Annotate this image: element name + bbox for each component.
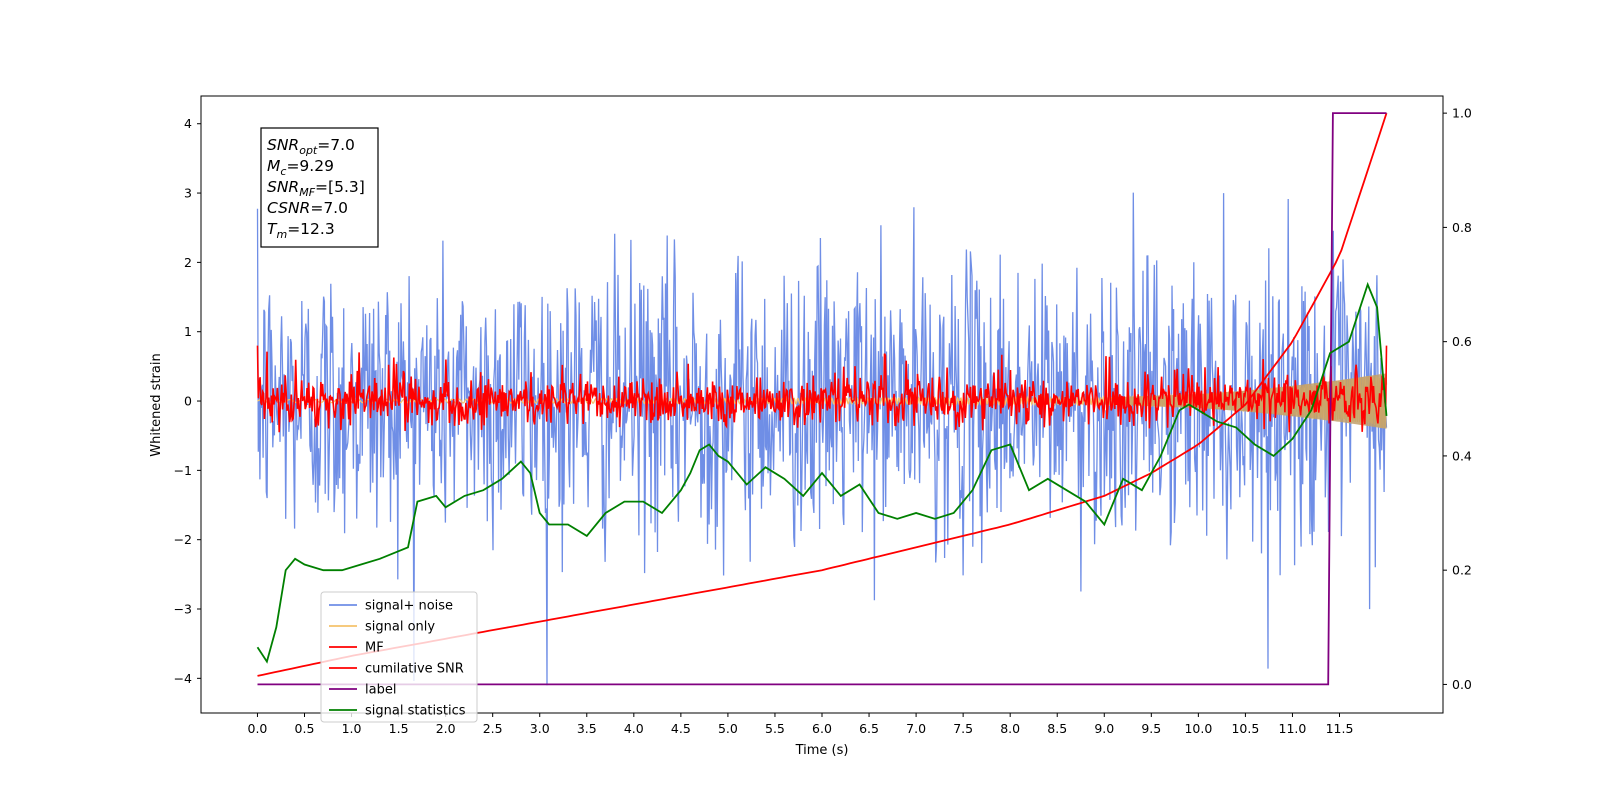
- x-tick-label: 8.0: [1000, 721, 1020, 736]
- y2-tick-label: 0.4: [1452, 448, 1472, 463]
- legend-label: signal statistics: [365, 704, 466, 719]
- y-tick-label: −1: [174, 463, 192, 478]
- series-mf-line: [256, 345, 1388, 433]
- legend-label: signal only: [365, 620, 435, 635]
- stats-symbol: M: [267, 157, 280, 175]
- x-tick-label: 6.0: [812, 721, 832, 736]
- x-tick-label: 11.0: [1279, 721, 1307, 736]
- x-tick-label: 4.5: [671, 721, 691, 736]
- x-tick-label: 10.0: [1184, 721, 1212, 736]
- stats-annotation-line: SNRopt=7.0: [267, 136, 355, 157]
- series-layer: [256, 112, 1388, 686]
- stats-annotation-line: CSNR=7.0: [267, 199, 348, 217]
- stats-annotation-line: Tm=12.3: [267, 220, 335, 241]
- stats-subscript: opt: [299, 144, 318, 157]
- stats-annotation-frame: [260, 127, 379, 248]
- stats-subscript: MF: [299, 186, 315, 199]
- x-tick-label: 4.0: [624, 721, 644, 736]
- stats-symbol: SNR: [267, 178, 299, 196]
- signal-envelope-band: [1104, 373, 1387, 429]
- x-tick-label: 3.0: [530, 721, 550, 736]
- x-axis-label: Time (s): [795, 743, 849, 758]
- x-tick-label: 2.0: [436, 721, 456, 736]
- y-tick-label: −3: [174, 602, 192, 617]
- y2-tick-label: 0.2: [1452, 563, 1472, 578]
- y-tick-label: 3: [184, 186, 192, 201]
- stats-value: =7.0: [317, 136, 355, 154]
- x-tick-label: 1.0: [342, 721, 362, 736]
- x-axis: 0.0 0.5 1.0 1.5 2.0 2.5 3.0 3.5 4.0 4.5 5.0 5.5 6.0 6…: [248, 713, 1354, 736]
- legend: signal+ noise signal only MF cumilative SNR…: [320, 591, 478, 723]
- stats-annotation-line: SNRMF=[5.3]: [267, 178, 365, 199]
- y2-tick-label: 0.0: [1452, 677, 1472, 692]
- stats-value: =9.29: [286, 157, 334, 175]
- x-tick-label: 1.5: [389, 721, 409, 736]
- y-axis-right: 1.0 0.8 0.6 0.4 0.2 0.0: [1443, 106, 1472, 692]
- x-tick-label: 9.5: [1141, 721, 1161, 736]
- series-label-line: [257, 112, 1387, 686]
- x-tick-label: 5.0: [718, 721, 738, 736]
- y-tick-label: 1: [184, 324, 192, 339]
- stats-value: =12.3: [287, 220, 335, 238]
- x-tick-label: 7.5: [953, 721, 973, 736]
- legend-label: label: [365, 683, 396, 698]
- stats-symbol: CSNR: [267, 199, 310, 217]
- y-tick-label: 4: [184, 116, 192, 131]
- x-tick-label: 2.5: [483, 721, 503, 736]
- legend-frame: [320, 591, 478, 723]
- x-tick-label: 3.5: [577, 721, 597, 736]
- x-tick-label: 5.5: [765, 721, 785, 736]
- x-tick-label: 0.5: [295, 721, 315, 736]
- y2-tick-label: 1.0: [1452, 106, 1472, 121]
- x-tick-label: 9.0: [1094, 721, 1114, 736]
- stats-annotation-line: Mc=9.29: [267, 157, 334, 178]
- y-tick-label: −2: [174, 532, 192, 547]
- stats-symbol: T: [267, 220, 278, 238]
- y-axis-left: 4 3 2 1 0 −1 −2 −3 −4: [174, 116, 201, 686]
- series-signal-noise-line: [256, 192, 1388, 686]
- x-tick-label: 0.0: [248, 721, 268, 736]
- legend-label: signal+ noise: [365, 599, 453, 614]
- stats-subscript: m: [276, 228, 287, 241]
- y-tick-label: 0: [184, 394, 192, 409]
- y-tick-label: 2: [184, 255, 192, 270]
- stats-value: =7.0: [310, 199, 348, 217]
- x-tick-label: 8.5: [1047, 721, 1067, 736]
- y-axis-label: Whitened strain: [149, 353, 164, 456]
- series-signal-statistics-line: [256, 281, 1388, 664]
- x-tick-label: 10.5: [1231, 721, 1259, 736]
- y-tick-label: −4: [174, 671, 192, 686]
- y2-tick-label: 0.6: [1452, 334, 1472, 349]
- y2-tick-label: 0.8: [1452, 220, 1472, 235]
- legend-label: cumilative SNR: [365, 662, 464, 677]
- x-tick-label: 7.0: [906, 721, 926, 736]
- stats-annotation-box: SNRopt=7.0Mc=9.29SNRMF=[5.3]CSNR=7.0Tm=1…: [260, 127, 379, 248]
- x-tick-label: 6.5: [859, 721, 879, 736]
- stats-symbol: SNR: [267, 136, 299, 154]
- stats-value: =[5.3]: [315, 178, 365, 196]
- stats-subscript: c: [280, 165, 286, 178]
- x-tick-label: 11.5: [1326, 721, 1354, 736]
- legend-label: MF: [365, 641, 384, 656]
